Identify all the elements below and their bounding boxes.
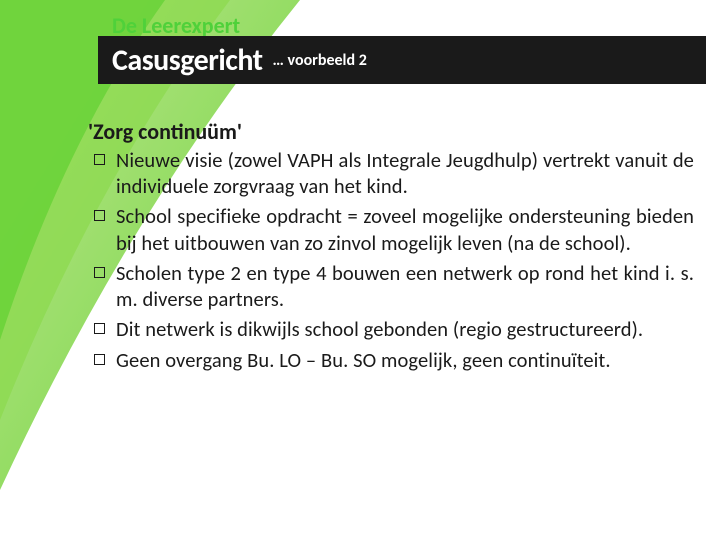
title-sub: … voorbeeld 2 xyxy=(273,51,367,70)
bullet-text: Dit netwerk is dikwijls school gebonden … xyxy=(116,316,643,342)
content-heading: 'Zorg continuüm' xyxy=(88,118,694,145)
bullet-text: Geen overgang Bu. LO – Bu. SO mogelijk, … xyxy=(116,347,611,373)
bullet-text: School specifieke opdracht = zoveel moge… xyxy=(116,203,694,255)
content-area: 'Zorg continuüm' Nieuwe visie (zowel VAP… xyxy=(88,118,694,377)
bullet-list: Nieuwe visie (zowel VAPH als Integrale J… xyxy=(88,147,694,373)
square-bullet-icon xyxy=(94,354,105,365)
list-item: Geen overgang Bu. LO – Bu. SO mogelijk, … xyxy=(88,347,694,373)
list-item: Dit netwerk is dikwijls school gebonden … xyxy=(88,316,694,342)
title-bar: Casusgericht … voorbeeld 2 xyxy=(98,36,706,84)
square-bullet-icon xyxy=(94,154,105,165)
square-bullet-icon xyxy=(94,323,105,334)
title-main: Casusgericht xyxy=(112,42,263,79)
square-bullet-icon xyxy=(94,210,105,221)
bullet-text: Scholen type 2 en type 4 bouwen een netw… xyxy=(116,260,694,312)
bullet-text: Nieuwe visie (zowel VAPH als Integrale J… xyxy=(116,147,694,199)
pretitle: De Leerexpert xyxy=(112,12,240,39)
square-bullet-icon xyxy=(94,267,105,278)
slide: De Leerexpert Casusgericht … voorbeeld 2… xyxy=(0,0,720,540)
list-item: School specifieke opdracht = zoveel moge… xyxy=(88,203,694,255)
list-item: Nieuwe visie (zowel VAPH als Integrale J… xyxy=(88,147,694,199)
list-item: Scholen type 2 en type 4 bouwen een netw… xyxy=(88,260,694,312)
